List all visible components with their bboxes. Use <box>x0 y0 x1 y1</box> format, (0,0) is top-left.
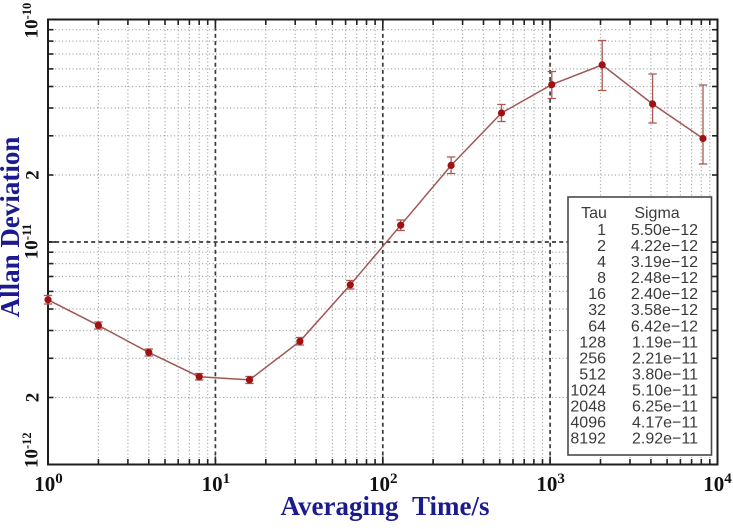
svg-text:2: 2 <box>23 393 44 403</box>
svg-text:1024: 1024 <box>570 383 606 400</box>
svg-text:3.19e−12: 3.19e−12 <box>631 254 698 271</box>
svg-text:2.40e−12: 2.40e−12 <box>631 286 698 303</box>
svg-text:2: 2 <box>23 170 44 180</box>
svg-text:2048: 2048 <box>570 399 606 416</box>
svg-text:16: 16 <box>588 286 606 303</box>
svg-text:Sigma: Sigma <box>634 205 679 222</box>
svg-text:8: 8 <box>597 270 606 287</box>
svg-text:5.10e−11: 5.10e−11 <box>632 383 698 400</box>
svg-text:2.21e−11: 2.21e−11 <box>632 350 698 367</box>
svg-text:2.92e−11: 2.92e−11 <box>632 431 698 448</box>
svg-text:2.48e−12: 2.48e−12 <box>631 270 698 287</box>
svg-text:4.17e−11: 4.17e−11 <box>632 415 698 432</box>
svg-text:256: 256 <box>579 350 606 367</box>
svg-text:Averaging Time/s: Averaging Time/s <box>281 491 490 521</box>
svg-text:64: 64 <box>588 318 606 335</box>
svg-text:1.19e−11: 1.19e−11 <box>632 334 698 351</box>
svg-text:6.42e−12: 6.42e−12 <box>631 318 698 335</box>
svg-text:Tau: Tau <box>581 205 607 222</box>
svg-text:2: 2 <box>597 238 606 255</box>
svg-text:4: 4 <box>597 254 606 271</box>
svg-text:3.80e−11: 3.80e−11 <box>632 367 698 384</box>
svg-text:8192: 8192 <box>570 431 606 448</box>
svg-text:1: 1 <box>597 222 606 239</box>
svg-text:32: 32 <box>588 302 606 319</box>
svg-text:3.58e−12: 3.58e−12 <box>631 302 698 319</box>
svg-text:512: 512 <box>579 367 606 384</box>
svg-text:5.50e−12: 5.50e−12 <box>631 222 698 239</box>
svg-text:103: 103 <box>536 471 565 496</box>
svg-text:Allan Deviation: Allan Deviation <box>0 137 25 318</box>
svg-text:4096: 4096 <box>570 415 606 432</box>
svg-text:6.25e−11: 6.25e−11 <box>632 399 698 416</box>
svg-text:128: 128 <box>579 334 606 351</box>
svg-text:4.22e−12: 4.22e−12 <box>631 238 698 255</box>
